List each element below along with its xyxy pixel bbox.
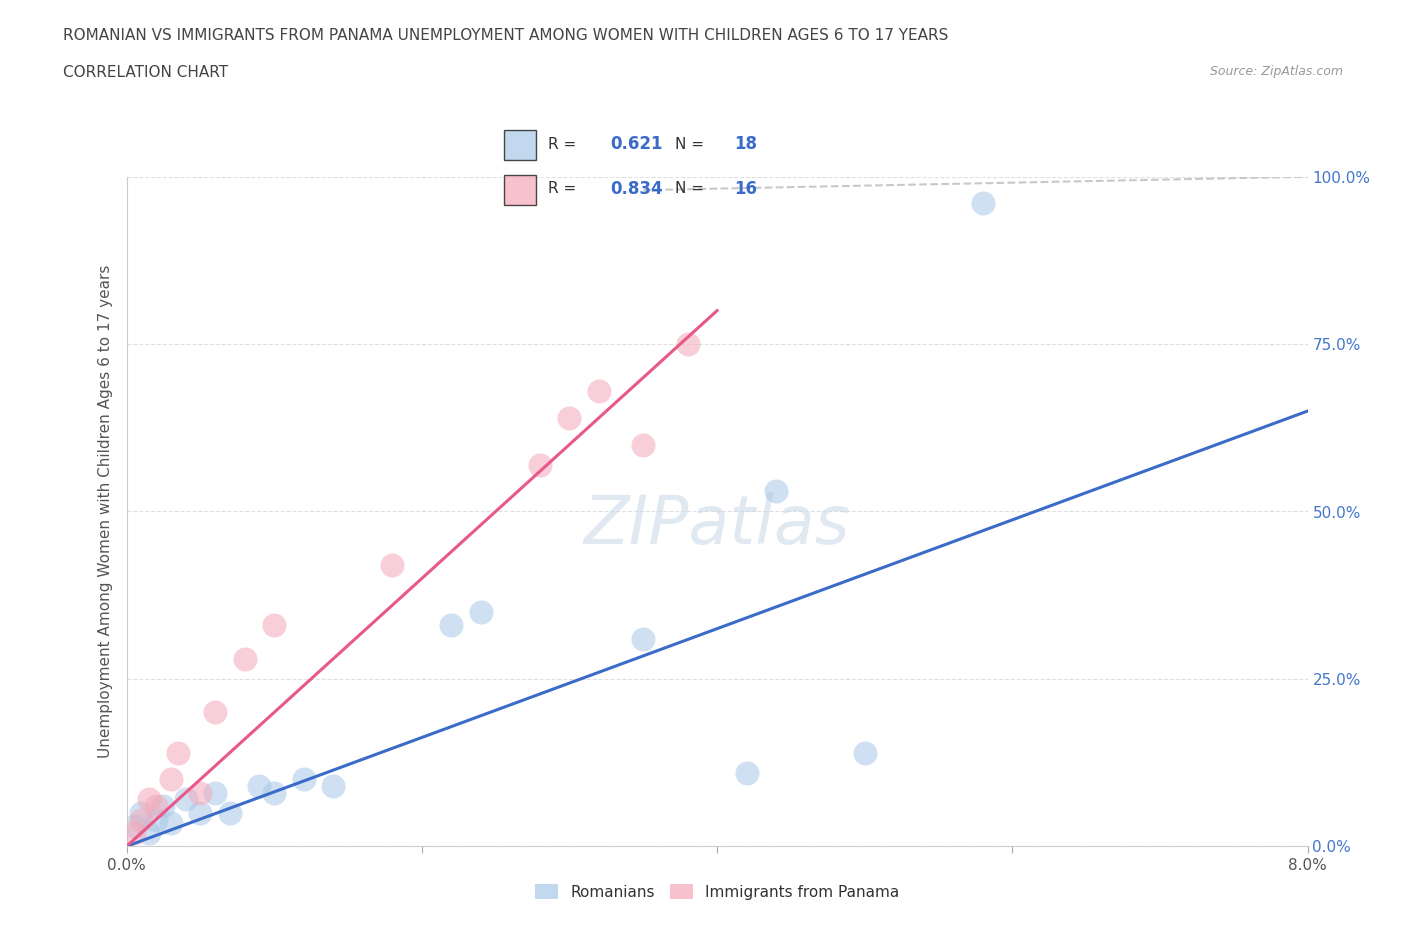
Text: CORRELATION CHART: CORRELATION CHART: [63, 65, 228, 80]
Text: ROMANIAN VS IMMIGRANTS FROM PANAMA UNEMPLOYMENT AMONG WOMEN WITH CHILDREN AGES 6: ROMANIAN VS IMMIGRANTS FROM PANAMA UNEMP…: [63, 28, 949, 43]
Point: [558, 410, 581, 425]
Point: [735, 765, 758, 780]
Text: N =: N =: [675, 137, 704, 152]
Point: [145, 812, 167, 827]
Point: [292, 772, 315, 787]
Point: [152, 799, 174, 814]
Text: N =: N =: [675, 181, 704, 196]
Text: 0.621: 0.621: [610, 135, 662, 153]
Point: [145, 799, 167, 814]
Text: 0.834: 0.834: [610, 179, 662, 198]
Point: [159, 816, 183, 830]
Point: [631, 631, 654, 646]
Legend: Romanians, Immigrants from Panama: Romanians, Immigrants from Panama: [529, 877, 905, 906]
Point: [470, 604, 492, 619]
Point: [631, 437, 654, 452]
Point: [263, 785, 285, 800]
FancyBboxPatch shape: [503, 130, 536, 160]
Point: [129, 812, 153, 827]
Text: 16: 16: [734, 179, 758, 198]
Point: [972, 196, 994, 211]
Text: Source: ZipAtlas.com: Source: ZipAtlas.com: [1209, 65, 1343, 78]
Point: [588, 383, 610, 398]
Text: R =: R =: [548, 137, 576, 152]
Point: [129, 805, 153, 820]
Point: [529, 458, 551, 472]
Point: [188, 805, 211, 820]
Point: [381, 558, 404, 573]
Point: [122, 826, 145, 841]
Point: [676, 337, 699, 352]
Point: [138, 826, 160, 841]
Point: [138, 792, 160, 807]
Point: [174, 792, 197, 807]
Point: [122, 818, 145, 833]
Text: R =: R =: [548, 181, 576, 196]
Point: [247, 778, 270, 793]
Point: [322, 778, 344, 793]
Point: [188, 785, 211, 800]
Point: [233, 651, 256, 666]
Point: [218, 805, 242, 820]
FancyBboxPatch shape: [503, 175, 536, 205]
Text: ZIPatlas: ZIPatlas: [583, 492, 851, 558]
Point: [159, 772, 183, 787]
Text: 18: 18: [734, 135, 758, 153]
Point: [263, 618, 285, 632]
Point: [204, 705, 226, 720]
Point: [440, 618, 463, 632]
Y-axis label: Unemployment Among Women with Children Ages 6 to 17 years: Unemployment Among Women with Children A…: [97, 265, 112, 758]
Point: [204, 785, 226, 800]
Point: [765, 484, 787, 498]
Point: [167, 745, 190, 760]
Point: [853, 745, 876, 760]
